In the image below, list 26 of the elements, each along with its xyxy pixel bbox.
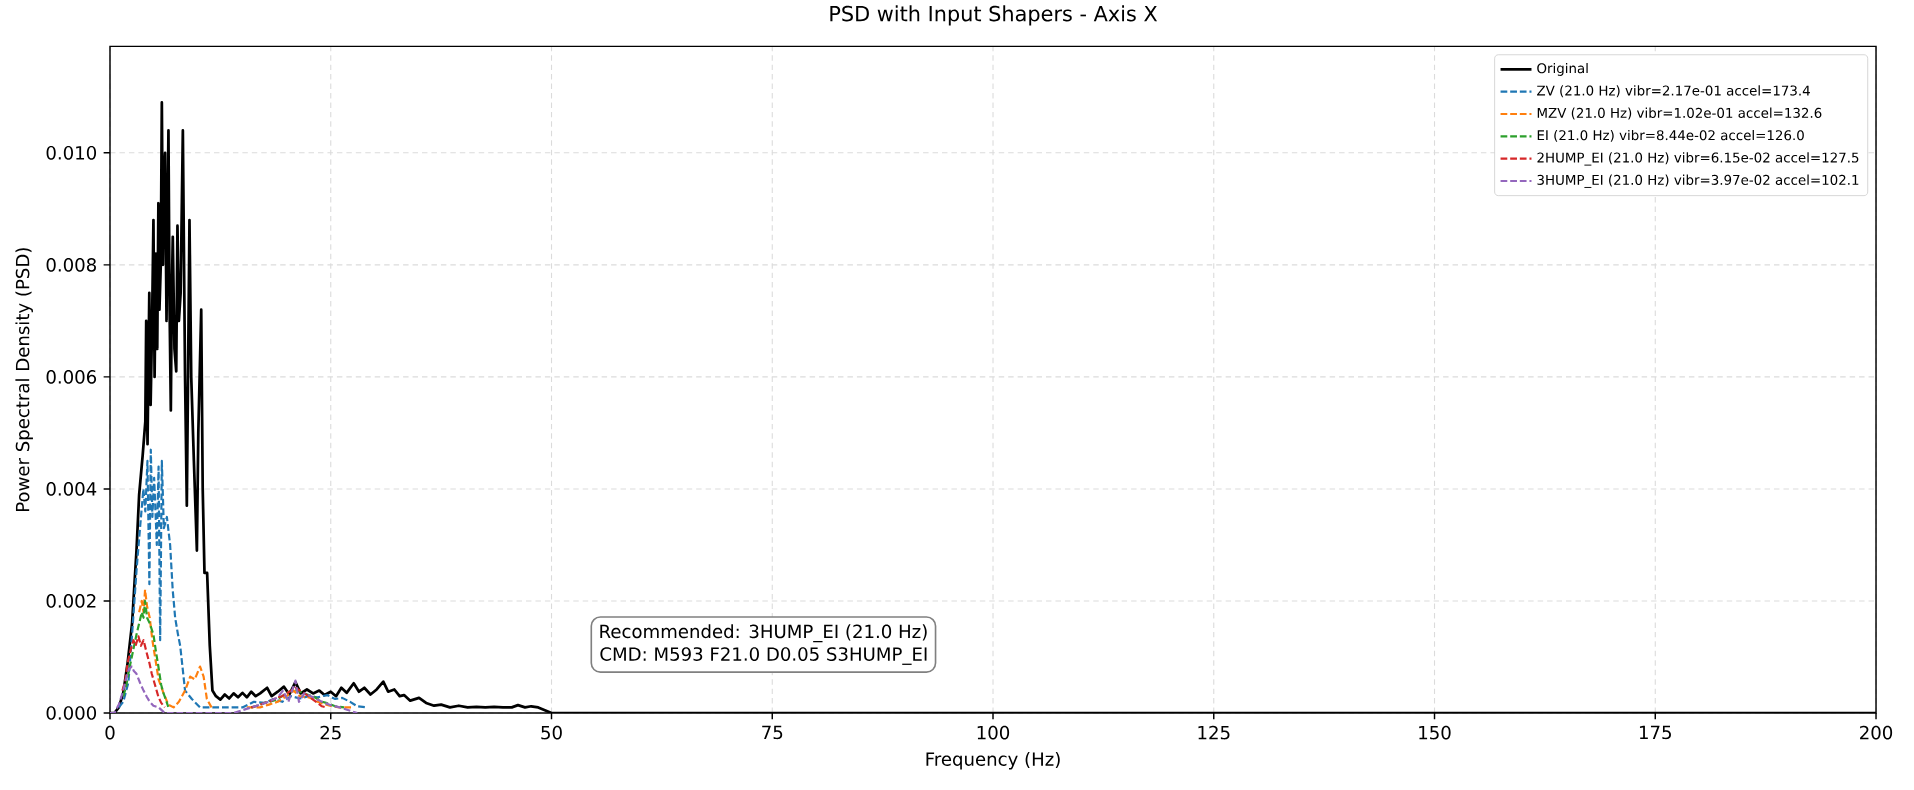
legend-label: EI (21.0 Hz) vibr=8.44e-02 accel=126.0 [1537, 129, 1804, 142]
legend-label: ZV (21.0 Hz) vibr=2.17e-01 accel=173.4 [1537, 85, 1810, 98]
x-tick-label: 100 [977, 725, 1010, 740]
y-tick-label: 0.006 [46, 370, 97, 384]
x-axis-title: Frequency (Hz) [926, 751, 1060, 770]
y-axis-title: Power Spectral Density (PSD) [15, 248, 33, 511]
legend-label: MZV (21.0 Hz) vibr=1.02e-01 accel=132.6 [1537, 107, 1822, 120]
annotation: CMD: M593 F21.0 D0.05 S3HUMP_EI [600, 647, 927, 665]
annotation: Recommended: 3HUMP_EI (21.0 Hz) [600, 624, 927, 643]
x-tick-label: 25 [320, 725, 341, 740]
legend-label: Original [1537, 62, 1588, 76]
x-tick-label: 0 [105, 725, 115, 740]
y-tick-label: 0.010 [46, 145, 97, 160]
y-tick-label: 0.002 [46, 594, 96, 608]
chart-title: PSD with Input Shapers - Axis X [830, 5, 1158, 26]
x-tick-label: 150 [1419, 725, 1451, 740]
x-tick-label: 200 [1860, 725, 1893, 740]
y-tick-label: 0.008 [46, 257, 96, 272]
legend-label: 2HUMP_EI (21.0 Hz) vibr=6.15e-02 accel=127.5 [1537, 152, 1859, 166]
x-tick-label: 175 [1639, 725, 1671, 740]
y-tick-label: 0.000 [46, 706, 97, 720]
x-tick-label: 75 [762, 725, 783, 740]
x-tick-label: 125 [1198, 725, 1230, 740]
legend-label: 3HUMP_EI (21.0 Hz) vibr=3.97e-02 accel=102.1 [1537, 174, 1859, 188]
x-tick-label: 50 [541, 725, 562, 740]
y-tick-label: 0.004 [46, 482, 97, 496]
